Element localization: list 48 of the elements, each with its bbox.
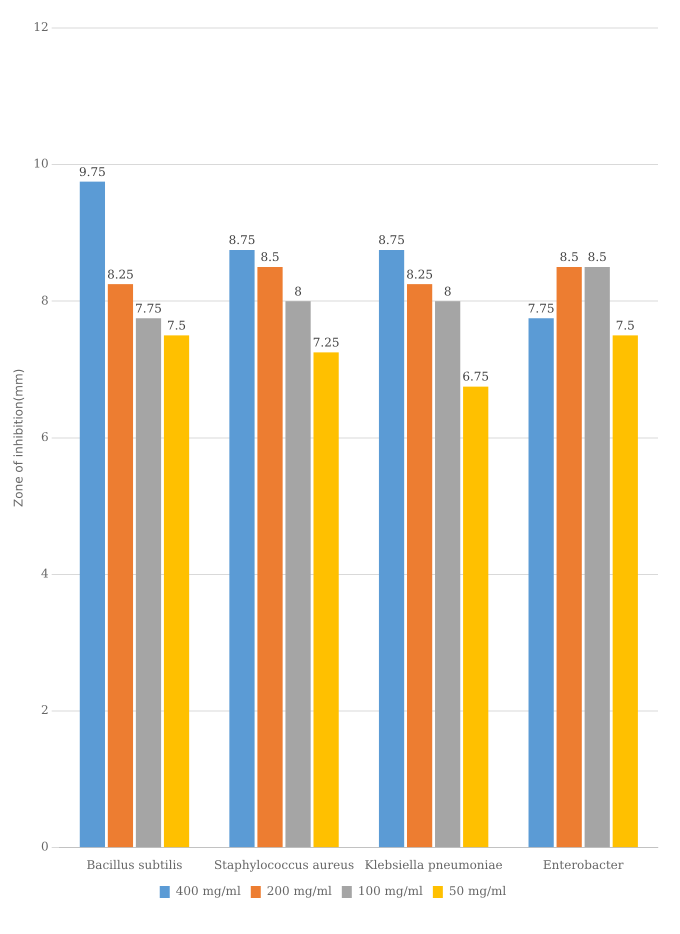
y-tick-label: 4 <box>41 566 50 581</box>
data-label: 7.75 <box>528 301 554 316</box>
bar <box>108 284 134 848</box>
data-label: 8.75 <box>228 233 256 248</box>
bar <box>612 335 638 848</box>
bar <box>435 301 460 848</box>
y-tick-label: 6 <box>41 430 49 444</box>
data-label: 8.5 <box>560 250 579 264</box>
data-label: 9.75 <box>79 164 106 179</box>
bar <box>556 267 582 848</box>
legend-label: 100 mg/ml <box>358 884 424 898</box>
y-tick-label: 2 <box>41 703 49 718</box>
legend-label: 200 mg/ml <box>266 884 332 898</box>
data-label: 8 <box>444 284 452 298</box>
data-label: 8.75 <box>378 233 405 248</box>
y-tick-label: 8 <box>41 293 49 308</box>
data-label: 7.75 <box>135 301 162 316</box>
bar <box>257 267 283 848</box>
y-tick-label: 0 <box>41 840 49 854</box>
data-label: 8.5 <box>588 250 607 264</box>
bar <box>528 318 554 848</box>
bar <box>378 250 404 848</box>
data-label: 7.5 <box>166 318 186 332</box>
bar <box>80 182 106 848</box>
x-tick-label: Enterobacter <box>542 858 624 872</box>
x-tick-label: Staphylococcus aureus <box>214 858 354 872</box>
bar <box>463 386 488 848</box>
bar <box>229 250 255 848</box>
data-label: 8 <box>294 284 302 298</box>
y-axis-title: Zone of inhibition(mm) <box>11 368 26 507</box>
data-label: 6.75 <box>462 370 490 384</box>
bar <box>313 352 339 848</box>
data-label: 8.5 <box>260 250 280 264</box>
x-tick-label: Bacillus subtilis <box>86 858 182 872</box>
bar <box>164 335 190 848</box>
x-tick-label: Klebsiella pneumoniae <box>364 858 503 872</box>
y-tick-label: 10 <box>33 156 49 171</box>
data-label: 8.25 <box>406 267 433 282</box>
bar <box>136 318 162 848</box>
legend-label: 400 mg/ml <box>176 884 241 898</box>
data-label: 7.25 <box>312 336 340 350</box>
bar <box>584 267 610 848</box>
bar <box>406 284 432 848</box>
y-tick-label: 12 <box>33 20 49 34</box>
data-label: 8.25 <box>107 267 134 282</box>
data-label: 7.5 <box>616 318 635 332</box>
legend-label: 50 mg/ml <box>448 884 506 898</box>
bar <box>285 301 311 848</box>
